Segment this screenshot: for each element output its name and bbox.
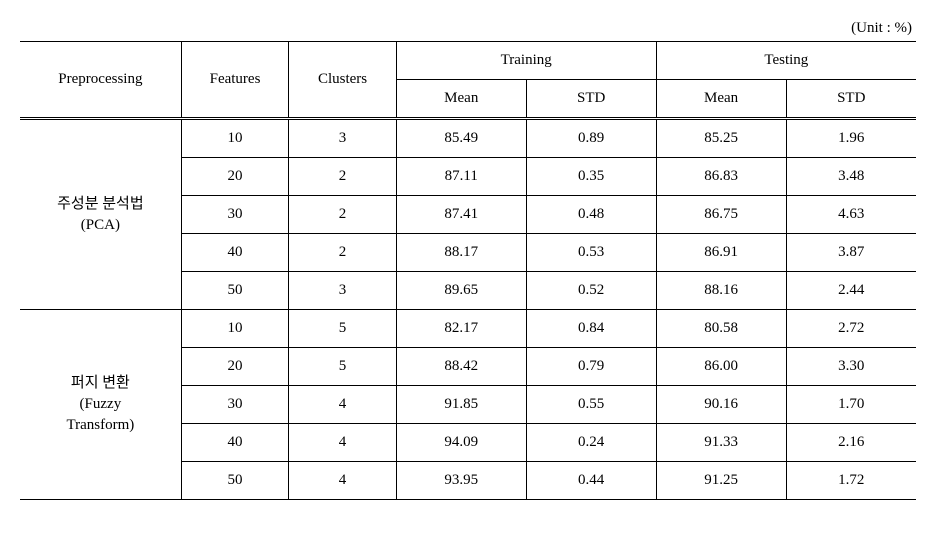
results-table: Preprocessing Features Clusters Training…: [20, 41, 916, 500]
preprocessing-pca: 주성분 분석법 (PCA): [20, 119, 181, 310]
table-cell: 4: [289, 386, 397, 424]
fuzzy-line3: Transform): [66, 417, 134, 433]
table-cell: 3.87: [786, 234, 916, 272]
table-cell: 40: [181, 234, 289, 272]
header-test-mean: Mean: [656, 80, 786, 119]
table-cell: 88.17: [396, 234, 526, 272]
table-cell: 2: [289, 196, 397, 234]
table-cell: 94.09: [396, 424, 526, 462]
table-cell: 0.84: [526, 310, 656, 348]
table-cell: 86.00: [656, 348, 786, 386]
table-cell: 0.48: [526, 196, 656, 234]
preprocessing-fuzzy: 퍼지 변환 (Fuzzy Transform): [20, 310, 181, 500]
table-cell: 0.55: [526, 386, 656, 424]
header-train-mean: Mean: [396, 80, 526, 119]
table-cell: 93.95: [396, 462, 526, 500]
table-cell: 0.79: [526, 348, 656, 386]
table-cell: 2: [289, 158, 397, 196]
table-cell: 2.72: [786, 310, 916, 348]
table-cell: 82.17: [396, 310, 526, 348]
table-cell: 0.44: [526, 462, 656, 500]
table-cell: 91.85: [396, 386, 526, 424]
fuzzy-line2: (Fuzzy: [80, 396, 122, 412]
table-cell: 91.25: [656, 462, 786, 500]
header-testing: Testing: [656, 42, 916, 80]
table-cell: 87.11: [396, 158, 526, 196]
table-cell: 40: [181, 424, 289, 462]
table-cell: 0.89: [526, 119, 656, 158]
table-cell: 30: [181, 386, 289, 424]
table-cell: 86.75: [656, 196, 786, 234]
table-cell: 0.24: [526, 424, 656, 462]
table-cell: 4: [289, 462, 397, 500]
table-cell: 85.49: [396, 119, 526, 158]
table-cell: 3.30: [786, 348, 916, 386]
table-cell: 2: [289, 234, 397, 272]
table-cell: 90.16: [656, 386, 786, 424]
table-cell: 2.44: [786, 272, 916, 310]
table-cell: 10: [181, 119, 289, 158]
table-cell: 5: [289, 348, 397, 386]
table-cell: 1.70: [786, 386, 916, 424]
table-cell: 91.33: [656, 424, 786, 462]
table-cell: 0.52: [526, 272, 656, 310]
table-cell: 10: [181, 310, 289, 348]
header-test-std: STD: [786, 80, 916, 119]
header-features: Features: [181, 42, 289, 119]
header-preprocessing: Preprocessing: [20, 42, 181, 119]
table-cell: 4.63: [786, 196, 916, 234]
table-cell: 1.96: [786, 119, 916, 158]
table-cell: 89.65: [396, 272, 526, 310]
table-cell: 88.16: [656, 272, 786, 310]
pca-line1: 주성분 분석법: [57, 196, 144, 212]
table-cell: 2.16: [786, 424, 916, 462]
table-cell: 80.58: [656, 310, 786, 348]
fuzzy-line1: 퍼지 변환: [71, 375, 130, 391]
table-cell: 30: [181, 196, 289, 234]
table-cell: 0.53: [526, 234, 656, 272]
table-cell: 3.48: [786, 158, 916, 196]
table-cell: 86.91: [656, 234, 786, 272]
table-cell: 3: [289, 119, 397, 158]
table-cell: 50: [181, 272, 289, 310]
table-cell: 87.41: [396, 196, 526, 234]
table-cell: 20: [181, 158, 289, 196]
header-clusters: Clusters: [289, 42, 397, 119]
table-cell: 20: [181, 348, 289, 386]
unit-label: (Unit : %): [20, 20, 916, 37]
header-train-std: STD: [526, 80, 656, 119]
table-cell: 0.35: [526, 158, 656, 196]
pca-line2: (PCA): [81, 217, 120, 233]
table-cell: 1.72: [786, 462, 916, 500]
table-cell: 86.83: [656, 158, 786, 196]
table-cell: 85.25: [656, 119, 786, 158]
table-cell: 5: [289, 310, 397, 348]
table-cell: 88.42: [396, 348, 526, 386]
table-cell: 4: [289, 424, 397, 462]
table-cell: 3: [289, 272, 397, 310]
table-cell: 50: [181, 462, 289, 500]
header-training: Training: [396, 42, 656, 80]
